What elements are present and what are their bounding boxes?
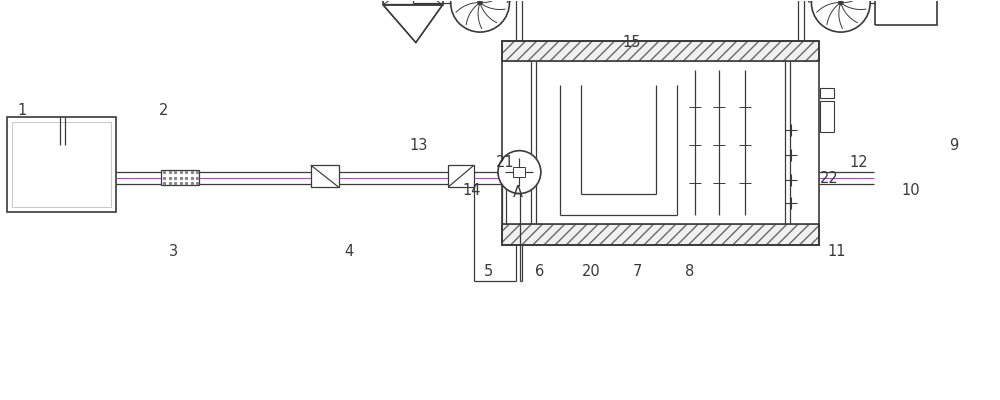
Text: 9: 9 — [949, 138, 958, 153]
Bar — [12, 122, 111, 207]
Bar — [448, 165, 474, 187]
Bar — [820, 100, 834, 132]
Text: 21: 21 — [496, 155, 514, 170]
Bar — [502, 40, 819, 62]
Text: 8: 8 — [685, 264, 694, 279]
Circle shape — [838, 0, 843, 5]
Text: 5: 5 — [483, 264, 493, 279]
Text: 11: 11 — [828, 244, 846, 259]
Bar — [502, 224, 819, 245]
Text: 1: 1 — [17, 103, 26, 118]
Bar — [820, 88, 834, 98]
Bar — [7, 117, 116, 212]
Text: 6: 6 — [535, 264, 544, 279]
Text: 12: 12 — [849, 155, 868, 170]
Circle shape — [498, 151, 541, 194]
Text: A: A — [513, 184, 523, 200]
Bar — [502, 40, 819, 245]
Text: 22: 22 — [819, 170, 838, 186]
Bar — [502, 224, 819, 245]
Bar — [875, 0, 937, 25]
Text: 10: 10 — [901, 182, 920, 198]
Text: 20: 20 — [582, 264, 601, 279]
Text: 7: 7 — [633, 264, 642, 279]
Text: 15: 15 — [622, 35, 641, 50]
Bar — [161, 170, 199, 185]
Bar — [502, 40, 819, 62]
Text: 3: 3 — [169, 244, 178, 259]
Text: 14: 14 — [463, 182, 481, 198]
Text: 2: 2 — [158, 103, 168, 118]
Circle shape — [478, 0, 482, 5]
Bar — [513, 167, 525, 177]
Bar — [383, 0, 443, 5]
Text: 13: 13 — [409, 138, 427, 153]
Bar — [311, 165, 339, 187]
Text: 4: 4 — [344, 244, 353, 259]
